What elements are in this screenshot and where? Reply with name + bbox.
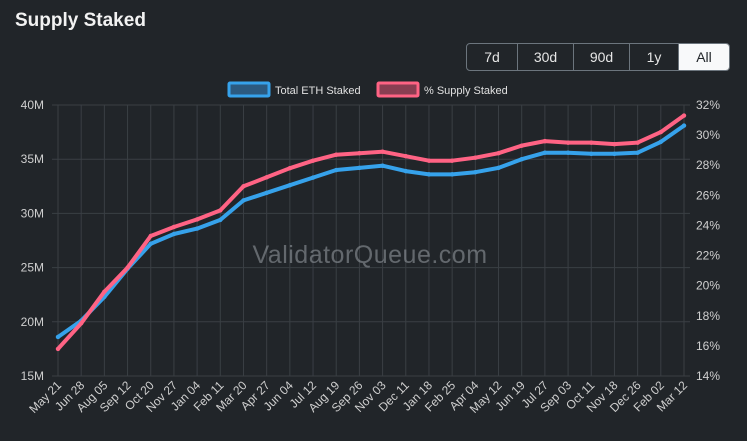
data-point bbox=[565, 140, 571, 145]
data-point bbox=[55, 334, 61, 340]
data-point bbox=[264, 175, 269, 180]
y-tick-label-right: 26% bbox=[696, 188, 720, 202]
y-axis-left: 15M 20M 25M 30M 35M 40M bbox=[21, 98, 44, 383]
data-point bbox=[658, 129, 664, 135]
data-point bbox=[658, 139, 664, 145]
data-point bbox=[449, 172, 455, 177]
data-point bbox=[589, 140, 594, 145]
data-point bbox=[194, 226, 200, 231]
data-point bbox=[264, 190, 269, 196]
y-tick-label-right: 28% bbox=[696, 158, 720, 172]
y-tick-label-right: 18% bbox=[696, 309, 720, 323]
data-point bbox=[310, 175, 316, 180]
series-lines bbox=[55, 113, 687, 352]
y-tick-label-right: 24% bbox=[696, 218, 720, 232]
data-point bbox=[334, 167, 339, 173]
data-point bbox=[519, 143, 524, 148]
data-point bbox=[194, 217, 200, 222]
data-point bbox=[78, 321, 84, 326]
data-point bbox=[612, 141, 617, 147]
data-point bbox=[519, 157, 524, 162]
y-tick-label-right: 14% bbox=[696, 369, 720, 383]
data-point bbox=[403, 153, 408, 159]
data-point bbox=[287, 183, 293, 188]
legend-swatch-pct-staked[interactable] bbox=[376, 81, 420, 98]
page-title: Supply Staked bbox=[15, 10, 146, 31]
range-button-90d[interactable]: 90d bbox=[573, 44, 629, 70]
data-point bbox=[380, 149, 385, 154]
y-tick-label-left: 15M bbox=[21, 369, 44, 383]
y-tick-label-right: 20% bbox=[696, 279, 720, 293]
grid-lines bbox=[52, 104, 690, 377]
legend-label-eth-staked[interactable]: Total ETH Staked bbox=[275, 85, 361, 97]
data-point bbox=[171, 224, 177, 230]
data-point bbox=[125, 265, 130, 270]
y-tick-label-right: 16% bbox=[696, 339, 720, 353]
data-point bbox=[218, 208, 223, 213]
data-point bbox=[310, 158, 316, 163]
legend-label-pct-staked[interactable]: % Supply Staked bbox=[424, 85, 508, 97]
time-range-selector: 7d 30d 90d 1y All bbox=[466, 43, 730, 71]
data-point bbox=[635, 150, 640, 155]
data-point bbox=[681, 123, 687, 128]
data-point bbox=[171, 231, 177, 237]
range-button-1y[interactable]: 1y bbox=[629, 44, 678, 70]
y-tick-label-left: 40M bbox=[21, 98, 44, 112]
data-point bbox=[565, 150, 571, 155]
data-point bbox=[357, 150, 362, 156]
data-point bbox=[334, 152, 339, 157]
series-line-pct-staked bbox=[56, 113, 686, 351]
y-tick-label-right: 32% bbox=[696, 98, 720, 112]
data-point bbox=[241, 198, 246, 203]
y-tick-label-right: 30% bbox=[696, 128, 720, 142]
range-button-all[interactable]: All bbox=[678, 44, 729, 70]
data-point bbox=[473, 170, 478, 175]
data-point bbox=[357, 165, 362, 171]
range-button-7d[interactable]: 7d bbox=[484, 49, 500, 65]
data-point bbox=[148, 233, 153, 239]
legend-swatch-eth-staked[interactable] bbox=[227, 81, 271, 98]
y-tick-label-left: 35M bbox=[21, 152, 44, 166]
y-tick-label-left: 20M bbox=[21, 315, 44, 329]
data-point bbox=[589, 151, 594, 156]
data-point bbox=[612, 151, 617, 156]
y-tick-label-left: 30M bbox=[21, 206, 44, 220]
data-point bbox=[287, 166, 293, 171]
data-point bbox=[635, 140, 640, 145]
data-point bbox=[542, 138, 548, 144]
y-tick-label-right: 22% bbox=[696, 249, 720, 263]
data-point bbox=[241, 184, 246, 189]
data-point bbox=[473, 155, 478, 160]
data-point bbox=[380, 163, 385, 168]
data-point bbox=[403, 168, 408, 174]
legend: Total ETH Staked % Supply Staked bbox=[227, 81, 508, 98]
series-line-eth-staked bbox=[56, 123, 686, 339]
data-point bbox=[496, 150, 501, 156]
y-tick-label-left: 25M bbox=[21, 261, 44, 275]
data-point bbox=[426, 172, 432, 177]
data-point bbox=[102, 289, 107, 294]
data-point bbox=[496, 165, 501, 171]
data-point bbox=[681, 113, 687, 118]
data-point bbox=[218, 217, 223, 223]
data-point bbox=[449, 158, 455, 163]
data-point bbox=[542, 150, 548, 155]
range-button-30d[interactable]: 30d bbox=[517, 44, 573, 70]
data-point bbox=[426, 158, 432, 163]
data-point bbox=[148, 241, 153, 246]
watermark-text: ValidatorQueue.com bbox=[252, 241, 487, 269]
data-point bbox=[55, 346, 61, 352]
y-axis-right: 14% 16% 18% 20% 22% 24% 26% 28% 30% 32% bbox=[696, 98, 720, 383]
